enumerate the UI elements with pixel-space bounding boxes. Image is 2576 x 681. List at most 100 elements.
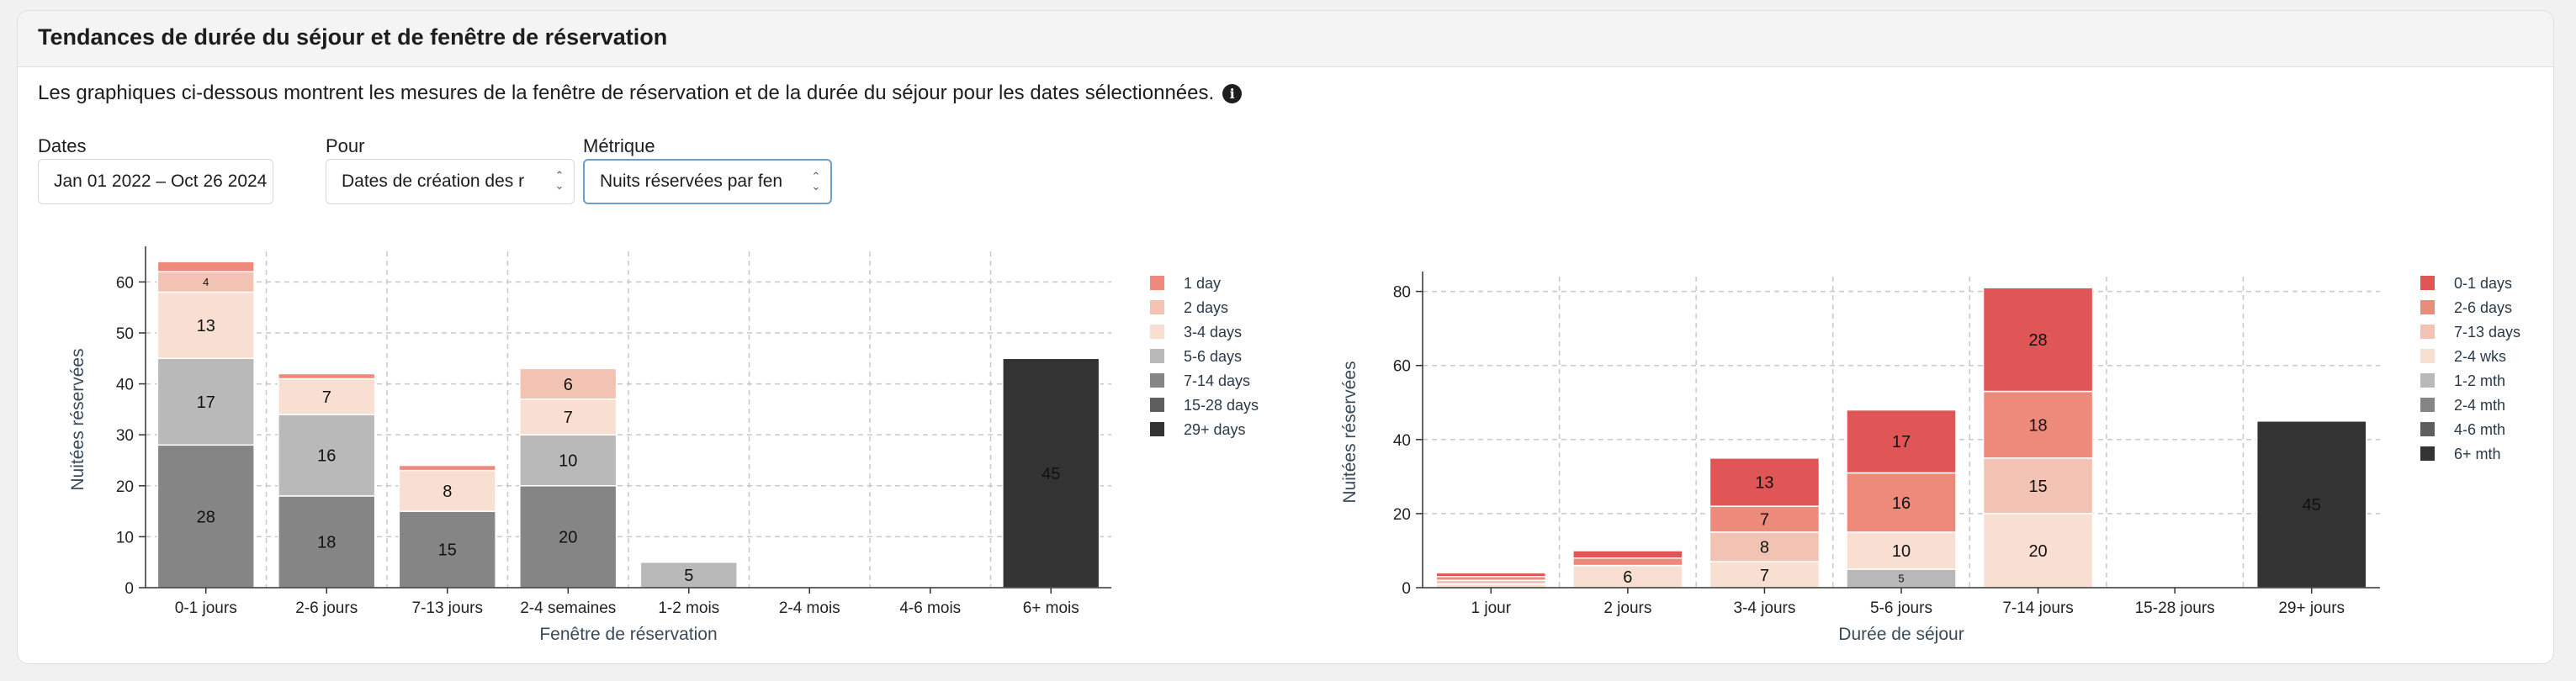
legend-swatch [1150,398,1164,412]
legend-swatch [2420,325,2435,339]
bar-segment [1435,572,1547,578]
legend-swatch [2420,300,2435,314]
pour-label: Pour [326,135,365,156]
legend-label: 2-4 wks [2454,348,2506,365]
x-axis-title: Durée de séjour [1838,625,1964,644]
bar-value-label: 10 [1892,542,1911,561]
length-of-stay-chart: 0 20 40 60 80 6 7 8 7 13 5 10 16 17 20 15 18 28 45 1 jour 2 … [1340,272,2520,644]
y-tick-label: 80 [1393,284,1411,302]
legend-swatch [1150,300,1164,314]
bar-value-label: 7 [1760,567,1769,585]
legend-label: 4-6 mth [2454,421,2505,438]
bar-segment [1982,513,2094,589]
legend-label: 3-4 days [1184,324,1242,340]
dates-label: Dates [38,135,87,156]
bar-value-label: 7 [1760,511,1769,530]
x-tick-label: 2 jours [1603,599,1651,617]
bar-value-label: 16 [1892,494,1911,513]
legend-swatch [2420,398,2435,412]
legend-swatch [1150,422,1164,436]
legend-swatch [2420,276,2435,290]
bar-value-label: 15 [2028,478,2047,496]
bar-value-label: 7 [564,409,573,427]
x-axis-title: Fenêtre de réservation [539,625,717,644]
x-tick-label: 15-28 jours [2135,599,2215,617]
bar-value-label: 45 [1042,465,1060,483]
bar-segment [519,367,617,400]
bar-segment [519,399,617,436]
bar-value-label: 4 [203,276,209,288]
x-tick-label: 5-6 jours [1870,599,1932,617]
x-tick-label: 4-6 mois [899,599,961,617]
x-tick-label: 7-14 jours [2002,599,2074,617]
x-tick-label: 3-4 jours [1733,599,1795,617]
x-tick-label: 7-13 jours [412,599,484,617]
bar-segment [1709,505,1821,533]
legend-label: 2-6 days [2454,299,2512,316]
y-tick-label: 40 [116,377,134,394]
bar-segment [1709,457,1821,507]
bar-segment [639,561,738,589]
bar-value-label: 45 [2303,496,2321,515]
bar-value-label: 20 [2028,542,2047,561]
pour-value: Dates de création des r [342,172,525,191]
chevron-updown-icon: ⌃ ⌄ [811,170,821,193]
bar-segment [1982,287,2094,393]
bar-value-label: 5 [1898,573,1904,585]
bar-segment [398,464,496,472]
bar-value-label: 13 [1755,474,1773,493]
legend-label: 6+ mth [2454,446,2501,462]
dates-input[interactable]: Jan 01 2022 – Oct 26 2024 [38,159,273,204]
legend-label: 2-4 mth [2454,397,2505,414]
y-axis-title: Nuitées réservées [1340,361,1360,503]
bar-value-label: 7 [322,388,331,407]
bar-segment [1709,561,1821,589]
y-tick-label: 0 [1402,580,1411,598]
panel-description: Les graphiques ci-dessous montrent les m… [38,82,1243,105]
bar-value-label: 13 [197,317,215,335]
legend-label: 7-14 days [1184,372,1250,389]
bar-value-label: 20 [559,529,577,547]
bar-segment [2255,420,2367,589]
legend-label: 29+ days [1184,421,1246,438]
bar-segment [156,357,255,446]
legend-swatch [1150,349,1164,363]
y-tick-label: 0 [125,580,134,598]
legend-label: 2 days [1184,299,1228,316]
x-tick-label: 1 jour [1471,599,1512,617]
booking-window-chart: 0 10 20 30 40 50 60 28 17 13 4 18 16 7 15 8 20 10 7 6 5 45 0-1… [68,246,1259,644]
info-icon[interactable]: i [1222,83,1243,103]
bar-value-label: 10 [559,452,577,471]
metrique-select[interactable]: Nuits réservées par fen ⌃ ⌄ [583,159,832,204]
y-tick-label: 50 [116,325,134,343]
bar-segment [1572,550,1683,559]
bar-segment [1846,409,1957,474]
x-tick-label: 2-4 semaines [520,599,616,617]
x-tick-label: 0-1 jours [175,599,237,617]
trends-panel: Tendances de durée du séjour et de fenêt… [17,10,2554,664]
metrique-label: Métrique [583,135,655,156]
y-tick-label: 40 [1393,432,1411,450]
bar-segment [1846,531,1957,570]
x-tick-label: 1-2 mois [658,599,719,617]
legend-swatch [2420,422,2435,436]
y-tick-label: 10 [116,529,134,546]
bar-segment [1002,357,1100,589]
legend-label: 1 day [1184,275,1221,292]
bar-value-label: 18 [317,534,336,552]
bar-value-label: 5 [684,567,693,585]
legend-swatch [2420,349,2435,363]
chevron-updown-icon: ⌃ ⌄ [554,169,564,192]
bar-segment [1572,557,1683,567]
bar-segment [519,434,617,487]
x-tick-label: 29+ jours [2278,599,2345,617]
legend-label: 0-1 days [2454,275,2512,292]
bar-value-label: 8 [1760,539,1769,557]
panel-title: Tendances de durée du séjour et de fenêt… [38,24,668,50]
pour-select[interactable]: Dates de création des r ⌃ ⌄ [326,159,575,204]
bar-value-label: 28 [2028,331,2047,350]
bar-segment [1982,457,2094,515]
bar-value-label: 6 [564,376,573,394]
bar-segment [278,495,376,589]
dates-value: Jan 01 2022 – Oct 26 2024 [54,172,268,191]
